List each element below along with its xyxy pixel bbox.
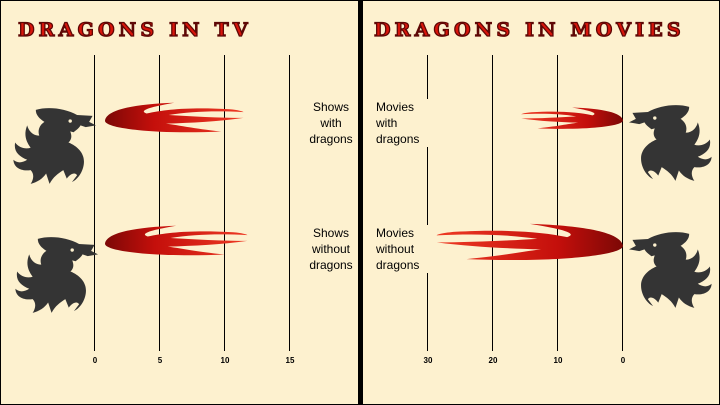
gridline <box>224 55 225 351</box>
flame-icon <box>105 102 244 133</box>
flame-bar-0 <box>521 107 623 129</box>
flame-bars <box>105 102 248 256</box>
gridline <box>427 55 428 351</box>
dragon-head-icon <box>13 108 96 184</box>
x-tick-label: 0 <box>620 356 626 365</box>
flame-bar-1 <box>105 225 248 256</box>
category-label-movies-without-dragons: Movies without dragons <box>376 225 440 273</box>
chart-panel-movies: DRAGONS IN MOVIES Movies with dragons Mo… <box>363 1 719 404</box>
flame-bar-0 <box>105 102 244 133</box>
flame-bar-1 <box>436 223 623 260</box>
x-tick-label: 20 <box>488 356 498 365</box>
x-tick-label: 30 <box>423 356 433 365</box>
flame-icon <box>105 225 248 256</box>
x-tick-label: 5 <box>157 356 163 365</box>
flame-bars <box>436 107 623 260</box>
dragon-head-icon <box>629 232 712 308</box>
chart-title: DRAGONS IN TV <box>17 19 252 41</box>
category-label-shows-with-dragons: Shows with dragons <box>302 99 358 147</box>
chart-panel-tv: DRAGONS IN TV Shows with dragons Shows w… <box>1 1 358 404</box>
flame-icon <box>521 107 623 129</box>
gridline <box>622 55 623 351</box>
x-tick-label: 10 <box>220 356 230 365</box>
x-tick-label: 15 <box>285 356 295 365</box>
flame-icon <box>436 223 623 260</box>
gridline <box>492 55 493 351</box>
gridline <box>557 55 558 351</box>
chart-title: DRAGONS IN MOVIES <box>373 19 685 41</box>
category-label-movies-with-dragons: Movies with dragons <box>376 99 440 147</box>
x-tick-label: 10 <box>553 356 563 365</box>
dragon-head-icon <box>15 237 98 313</box>
gridline <box>94 55 95 351</box>
category-label-shows-without-dragons: Shows without dragons <box>302 225 358 273</box>
gridline <box>159 55 160 351</box>
x-tick-label: 0 <box>92 356 98 365</box>
dragon-head-icon <box>629 105 712 181</box>
gridline <box>289 55 290 351</box>
